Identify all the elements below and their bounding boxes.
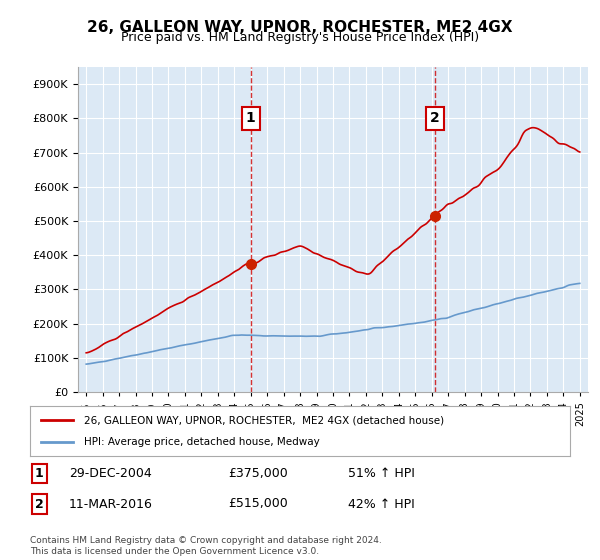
- Text: £375,000: £375,000: [228, 466, 288, 480]
- Text: 2: 2: [430, 111, 440, 125]
- Text: 26, GALLEON WAY, UPNOR, ROCHESTER,  ME2 4GX (detached house): 26, GALLEON WAY, UPNOR, ROCHESTER, ME2 4…: [84, 415, 444, 425]
- Text: £515,000: £515,000: [228, 497, 288, 511]
- Text: 1: 1: [246, 111, 256, 125]
- Text: 42% ↑ HPI: 42% ↑ HPI: [348, 497, 415, 511]
- Text: 51% ↑ HPI: 51% ↑ HPI: [348, 466, 415, 480]
- Text: HPI: Average price, detached house, Medway: HPI: Average price, detached house, Medw…: [84, 437, 320, 447]
- Text: 29-DEC-2004: 29-DEC-2004: [69, 466, 152, 480]
- Text: 1: 1: [35, 466, 43, 480]
- Text: 26, GALLEON WAY, UPNOR, ROCHESTER, ME2 4GX: 26, GALLEON WAY, UPNOR, ROCHESTER, ME2 4…: [87, 20, 513, 35]
- Text: 2: 2: [35, 497, 43, 511]
- Text: Contains HM Land Registry data © Crown copyright and database right 2024.
This d: Contains HM Land Registry data © Crown c…: [30, 536, 382, 556]
- Text: Price paid vs. HM Land Registry's House Price Index (HPI): Price paid vs. HM Land Registry's House …: [121, 31, 479, 44]
- Text: 11-MAR-2016: 11-MAR-2016: [69, 497, 153, 511]
